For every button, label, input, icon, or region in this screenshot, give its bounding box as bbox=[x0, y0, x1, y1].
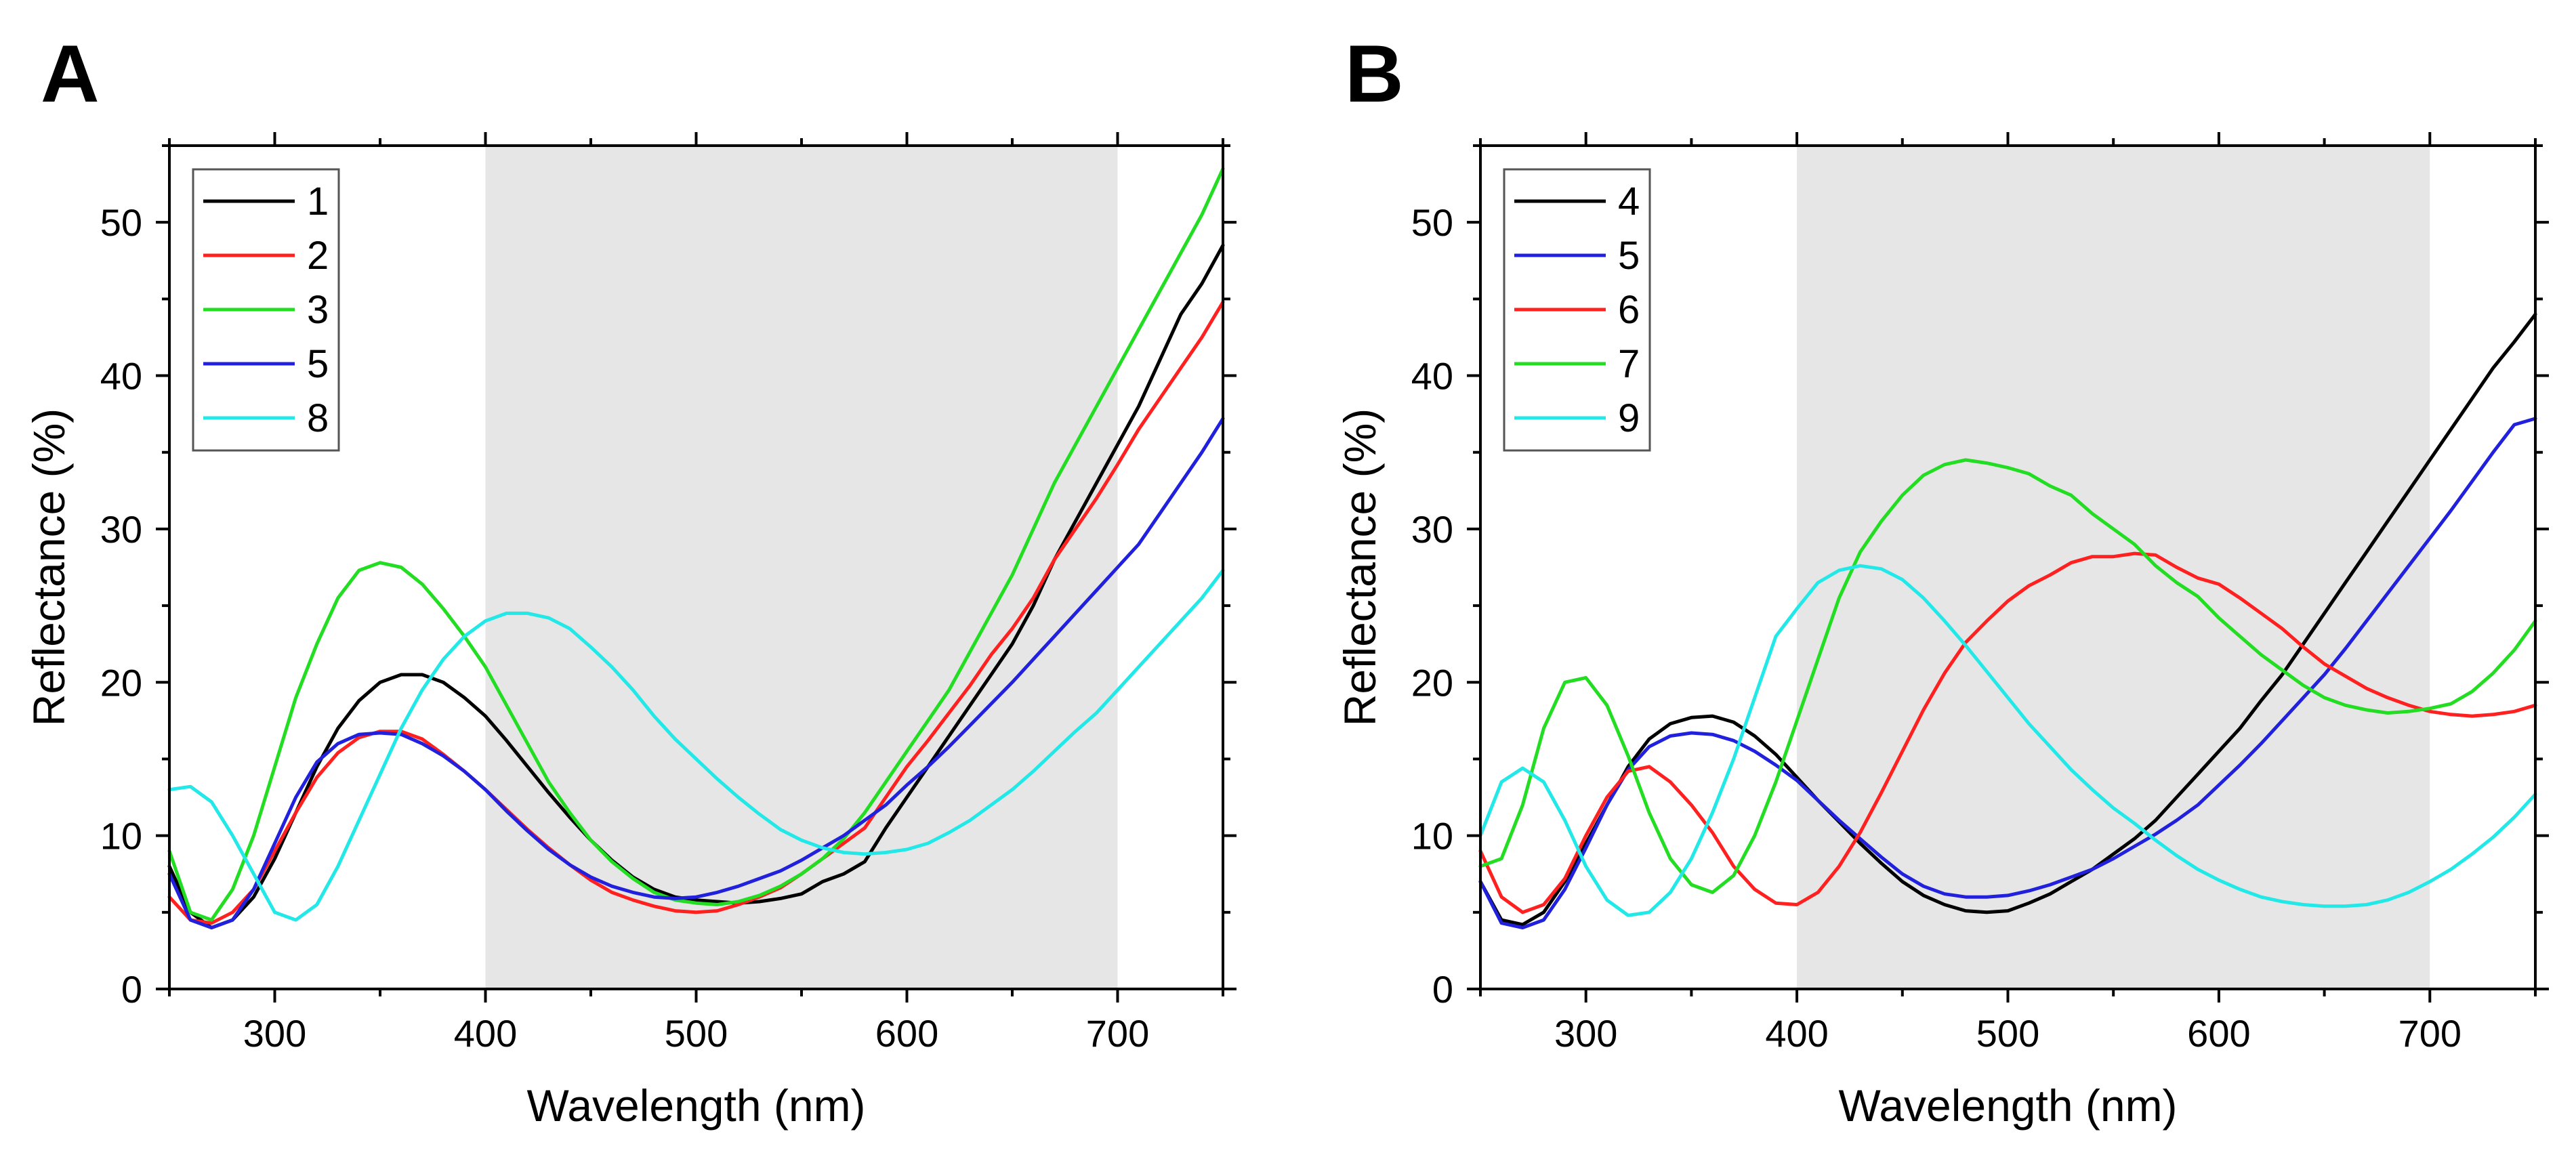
legend-label: 5 bbox=[1618, 234, 1640, 278]
y-tick-label: 30 bbox=[1411, 508, 1453, 551]
y-tick-label: 50 bbox=[100, 201, 142, 244]
legend-label: 8 bbox=[307, 396, 329, 440]
series-line-5 bbox=[167, 417, 1225, 929]
legend-label: 3 bbox=[307, 288, 329, 332]
x-tick-label: 400 bbox=[1765, 1012, 1828, 1055]
x-tick-label: 400 bbox=[454, 1012, 517, 1055]
x-axis-title: Wavelength (nm) bbox=[1838, 1080, 2177, 1131]
legend-label: 5 bbox=[307, 342, 329, 386]
series-line-3 bbox=[167, 167, 1225, 922]
x-tick-label: 700 bbox=[2398, 1012, 2461, 1055]
panel-letter: A bbox=[41, 28, 100, 119]
panel-b: 300 400 500 600 700 0 10 20 30 40 50 B Wavelength … bbox=[1335, 28, 2549, 1131]
panel-letter: B bbox=[1345, 28, 1404, 119]
x-tick-label: 500 bbox=[665, 1012, 728, 1055]
y-tick-label: 20 bbox=[1411, 661, 1453, 704]
shaded-region bbox=[1797, 146, 2430, 989]
y-tick-label: 30 bbox=[100, 508, 142, 551]
series-layer bbox=[1478, 312, 2537, 929]
legend-label: 4 bbox=[1618, 180, 1640, 224]
legend-label: 6 bbox=[1618, 288, 1640, 332]
shaded-region bbox=[485, 146, 1118, 989]
legend-label: 7 bbox=[1618, 342, 1640, 386]
legend: 1 2 3 5 8 bbox=[192, 168, 340, 452]
series-layer bbox=[167, 167, 1225, 929]
x-tick-label: 600 bbox=[875, 1012, 938, 1055]
series-line-6 bbox=[1478, 551, 2537, 914]
y-tick-label: 50 bbox=[1411, 201, 1453, 244]
y-tick-label: 0 bbox=[1432, 968, 1453, 1011]
x-tick-label: 300 bbox=[243, 1012, 306, 1055]
series-line-5 bbox=[1478, 417, 2537, 929]
panel-a: 300 400 500 600 700 0 10 20 30 40 50 A Wavelength … bbox=[24, 28, 1237, 1131]
legend-label: 2 bbox=[307, 234, 329, 278]
axis-ticks: 300 400 500 600 700 0 10 20 30 40 50 bbox=[100, 132, 1237, 1055]
x-axis-title: Wavelength (nm) bbox=[526, 1080, 865, 1131]
y-tick-label: 10 bbox=[100, 815, 142, 858]
x-tick-label: 700 bbox=[1086, 1012, 1149, 1055]
series-line-2 bbox=[167, 300, 1225, 925]
y-tick-label: 40 bbox=[100, 355, 142, 398]
series-line-4 bbox=[1478, 312, 2537, 927]
legend-label: 9 bbox=[1618, 396, 1640, 440]
y-tick-label: 0 bbox=[121, 968, 142, 1011]
y-axis-title: Reflectance (%) bbox=[24, 408, 74, 727]
x-tick-label: 500 bbox=[1976, 1012, 2039, 1055]
y-tick-label: 20 bbox=[100, 661, 142, 704]
series-line-9 bbox=[1478, 564, 2537, 917]
x-tick-label: 600 bbox=[2187, 1012, 2250, 1055]
y-tick-label: 40 bbox=[1411, 355, 1453, 398]
series-line-7 bbox=[1478, 458, 2537, 894]
legend-label: 1 bbox=[307, 180, 329, 224]
axis-ticks: 300 400 500 600 700 0 10 20 30 40 50 bbox=[1411, 132, 2549, 1055]
series-line-8 bbox=[167, 568, 1225, 922]
legend: 4 5 6 7 9 bbox=[1503, 168, 1651, 452]
y-axis-title: Reflectance (%) bbox=[1335, 408, 1385, 727]
x-tick-label: 300 bbox=[1554, 1012, 1617, 1055]
y-tick-label: 10 bbox=[1411, 815, 1453, 858]
